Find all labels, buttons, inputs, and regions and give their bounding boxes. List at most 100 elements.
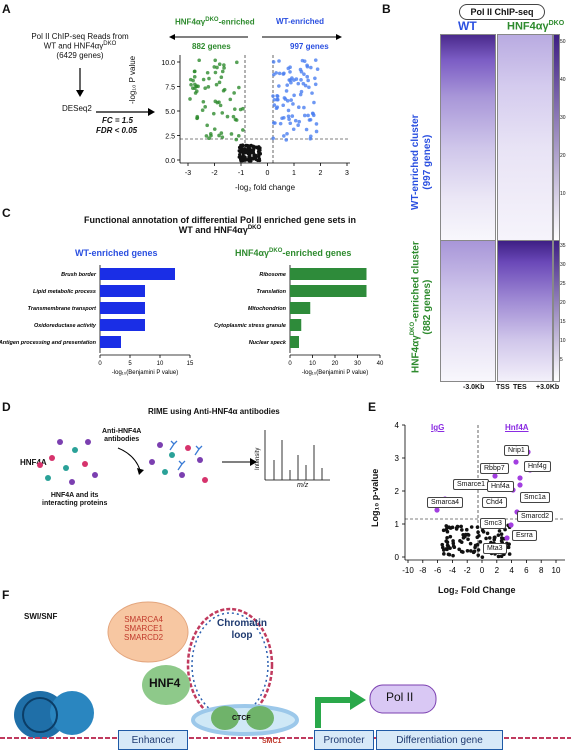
volcano-a-point-wt — [285, 99, 290, 103]
volcano-a-point-wt — [309, 134, 313, 139]
volcano-a-point-dko — [195, 114, 200, 119]
volcano-a-point-wt — [302, 105, 306, 110]
volcano-a-point-wt — [309, 65, 313, 70]
volcano-a-xtick-label: 1 — [292, 170, 296, 177]
volcano-a-point-wt — [302, 113, 307, 118]
colorbar-bottom — [553, 240, 560, 382]
volcano-a-ytick-label: 10.0 — [161, 60, 175, 67]
volcano-e-point — [458, 539, 462, 543]
wt-chart-bar — [100, 336, 121, 348]
volcano-a-ytick-label: 5.0 — [165, 109, 175, 116]
volcano-a-point-wt — [294, 77, 299, 81]
volcano-a-point-dko — [200, 108, 205, 113]
dko-chart-category-label: Cytoplasmic stress granule — [214, 323, 286, 329]
volcano-e-point — [475, 525, 480, 529]
promoter-box: Promoter — [314, 730, 374, 750]
volcano-a-point-wt — [301, 81, 306, 86]
gene-nrip1: Nrip1 — [504, 445, 529, 456]
volcano-e-point — [442, 552, 446, 556]
volcano-e-xtick-label: 10 — [552, 566, 561, 575]
volcano-e-xtick-label: -8 — [419, 566, 427, 575]
volcano-a-point-wt — [312, 100, 316, 105]
volcano-a-point-wt — [289, 80, 293, 85]
volcano-a-point — [256, 154, 261, 159]
volcano-a-point-dko — [234, 137, 239, 142]
smarce1-label: SMARCE1 — [124, 624, 163, 634]
volcano-e-point — [493, 535, 497, 540]
cluster2-label: HNF4αγDKO-enriched cluster (882 genes) — [410, 241, 433, 373]
volcano-a-point-wt — [314, 129, 319, 134]
wt-chart-bar — [100, 302, 145, 314]
volcano-a-xtick-label: 3 — [345, 170, 349, 177]
volcano-e-point — [475, 535, 480, 540]
wt-chart-category-label: Transmembrane transport — [28, 306, 98, 312]
volcano-a-point-wt — [277, 59, 281, 63]
volcano-e-point-significant — [508, 522, 514, 528]
volcano-a-point-wt — [286, 114, 291, 119]
volcano-a-point-dko — [241, 106, 245, 111]
left-group-sup: DKO — [205, 17, 219, 23]
dko-chart-title: HNF4αγDKO-enriched genes — [235, 248, 351, 258]
volcano-e-point — [448, 526, 453, 530]
bar-chart-wt: Brush border Lipid metabolic process Trans… — [0, 265, 194, 376]
volcano-e-point — [466, 537, 470, 542]
left-group-label: HNF4αγDKO-enriched — [175, 17, 255, 27]
gene-esrra: Esrra — [512, 530, 537, 541]
volcano-a-point-wt — [288, 121, 293, 126]
left-group-name: HNF4αγ — [175, 17, 206, 27]
volcano-a-point-wt — [284, 89, 289, 93]
volcano-a-point-wt — [272, 103, 277, 107]
volcano-a-point-dko — [197, 58, 201, 63]
volcano-a-point-wt — [290, 114, 295, 118]
gene-rbbp7: Rbbp7 — [480, 463, 509, 474]
dko-title-suffix: -enriched genes — [282, 248, 352, 258]
heatmap-dko-top — [497, 34, 553, 241]
volcano-a-ytick-label: 7.5 — [165, 85, 175, 92]
volcano-e-point — [459, 524, 463, 529]
volcano-e-point — [499, 554, 504, 559]
volcano-a-point-wt — [274, 71, 278, 75]
volcano-e-point — [507, 552, 512, 556]
volcano-e-point — [463, 532, 468, 537]
volcano-a-point-wt — [288, 70, 292, 74]
volcano-a-point-wt — [302, 72, 306, 76]
mass-spectrum-plot — [264, 430, 330, 481]
volcano-e-point — [487, 536, 492, 540]
panel-c-title-line1: Functional annotation of differential Po… — [83, 215, 357, 225]
volcano-e-point-significant — [513, 459, 519, 465]
volcano-a-point-wt — [297, 119, 302, 124]
volcano-a-point-wt — [306, 113, 310, 118]
volcano-e-point — [469, 525, 474, 529]
volcano-a-point — [240, 157, 244, 161]
volcano-a-point-dko — [212, 65, 217, 69]
intensity-label: Intensity — [255, 447, 261, 470]
volcano-a-point — [251, 156, 255, 160]
volcano-a-point-dko — [229, 132, 234, 136]
volcano-e-point — [451, 553, 455, 558]
mz-label: m/z — [297, 482, 309, 489]
volcano-e-point — [451, 541, 456, 546]
cluster2-sup: DKO — [410, 321, 416, 336]
dko-chart-bar — [290, 319, 302, 331]
wt-chart-xlabel: -log₁₀(Benjamini P value) — [112, 370, 178, 376]
volcano-e-point — [471, 550, 476, 555]
volcano-a-point-dko — [201, 99, 206, 104]
wt-chart-category-label: Oxidoreductase activity — [34, 323, 97, 329]
volcano-a-point-dko — [228, 97, 233, 102]
volcano-e-point — [480, 555, 485, 559]
volcano-a-point-wt — [299, 78, 303, 82]
col-dko-name: HNF4αγ — [507, 20, 549, 33]
volcano-plot-a: 0.0 2.5 5.0 7.5 10.0 -3 -2 -1 0 1 2 3 — [161, 55, 350, 177]
volcano-a-ytick-label: 2.5 — [165, 134, 175, 141]
wt-chart-bar — [100, 268, 175, 280]
hnf4a-group-label: Hnf4A — [505, 423, 529, 432]
dko-chart-xtick-label: 20 — [332, 361, 339, 367]
volcano-a-point — [238, 155, 242, 159]
volcano-a-point — [250, 149, 254, 153]
volcano-e-point — [478, 540, 483, 544]
panel-label-e: E — [368, 400, 377, 414]
volcano-e-point — [496, 533, 501, 537]
proteins-line1: HNF4A and its — [50, 492, 99, 499]
volcano-e-point — [451, 544, 456, 548]
cluster1-count: (997 genes) — [421, 134, 433, 190]
